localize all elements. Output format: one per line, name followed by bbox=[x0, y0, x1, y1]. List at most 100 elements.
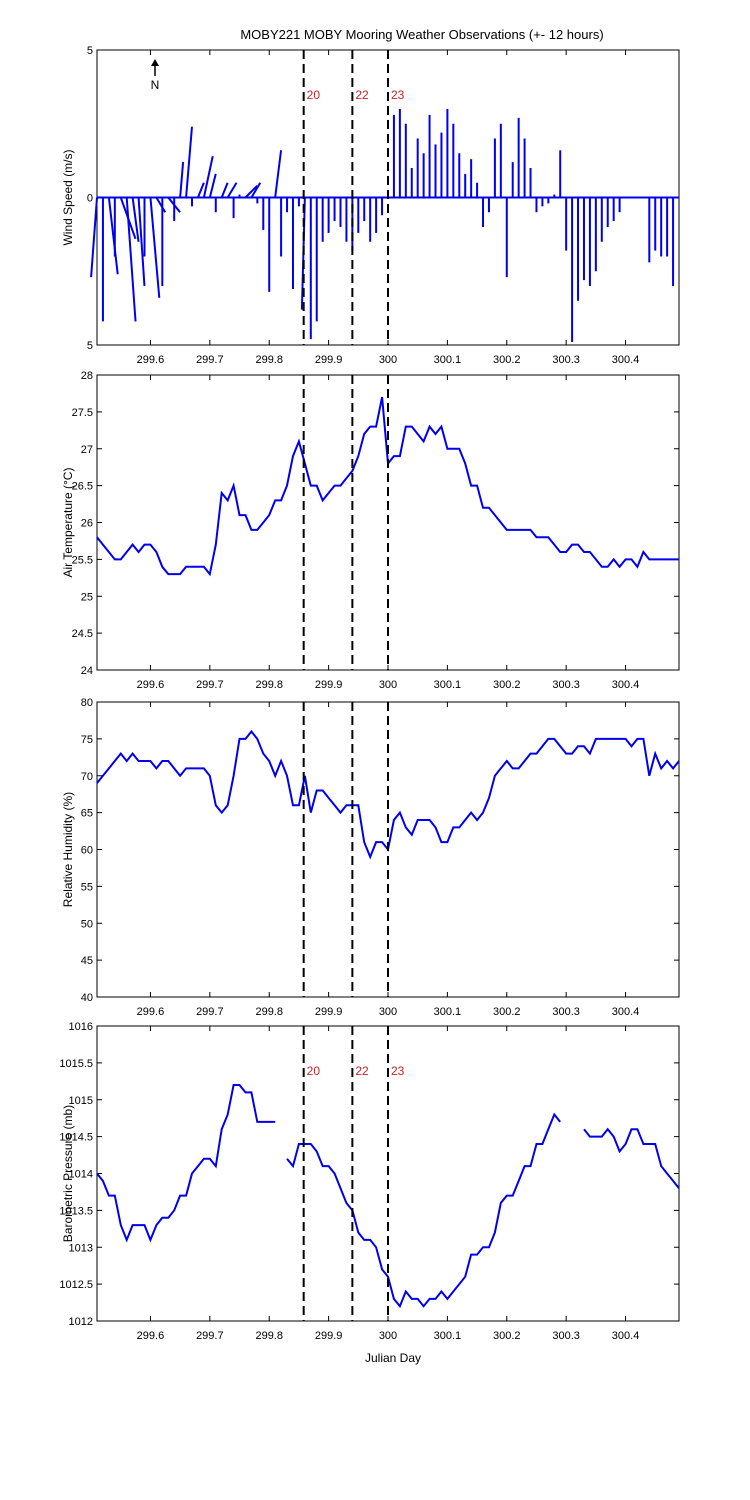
y-tick-label: 1012.5 bbox=[59, 1279, 93, 1291]
y-tick-label: 55 bbox=[81, 881, 93, 893]
y-tick-label: 1015.5 bbox=[59, 1058, 93, 1070]
x-tick-label: 300.2 bbox=[493, 1330, 521, 1342]
x-tick-label: 300 bbox=[379, 679, 397, 691]
wind-vector bbox=[274, 150, 283, 198]
x-tick-label: 299.7 bbox=[196, 354, 224, 366]
y-tick-label: 1013 bbox=[69, 1242, 93, 1254]
wind-vector bbox=[137, 197, 146, 287]
wind-vector bbox=[90, 197, 98, 278]
y-tick-label: 24 bbox=[81, 665, 93, 677]
y-tick-label: 80 bbox=[81, 697, 93, 709]
y-tick-label: 1014.5 bbox=[59, 1132, 93, 1144]
y-tick-label: 1014 bbox=[69, 1169, 93, 1181]
wind-vector bbox=[125, 197, 137, 322]
event-label: 20 bbox=[307, 88, 321, 102]
x-tick-label: 300.3 bbox=[552, 1006, 580, 1018]
x-tick-label: 299.8 bbox=[255, 354, 283, 366]
event-label: 23 bbox=[391, 88, 405, 102]
data-series-line bbox=[96, 1084, 276, 1243]
chart-panel-4: 299.6 299.7 299.8 299.9 300 300.1 300.2 300.3 30… bbox=[59, 1021, 680, 1342]
wind-vector bbox=[226, 182, 238, 199]
wind-vector bbox=[155, 196, 167, 213]
x-tick-label: 300 bbox=[379, 1006, 397, 1018]
x-tick-label: 300 bbox=[379, 1330, 397, 1342]
wind-vector bbox=[107, 197, 119, 275]
y-tick-label: 1012 bbox=[69, 1316, 93, 1328]
x-tick-label: 299.8 bbox=[255, 1330, 283, 1342]
y-tick-label: 26.5 bbox=[72, 481, 93, 493]
y-axis-label: Wind Speed (m/s) bbox=[61, 149, 75, 245]
event-label: 22 bbox=[355, 1064, 369, 1078]
data-series-line bbox=[583, 1127, 680, 1189]
wind-vector bbox=[250, 182, 262, 199]
x-tick-label: 300.2 bbox=[493, 1006, 521, 1018]
wind-vector bbox=[202, 155, 214, 198]
x-tick-label: 300.2 bbox=[493, 354, 521, 366]
y-tick-label: 1015 bbox=[69, 1095, 93, 1107]
y-tick-label: 27 bbox=[81, 444, 93, 456]
y-axis-label: Relative Humidity (%) bbox=[61, 792, 75, 907]
event-label: 23 bbox=[391, 1064, 405, 1078]
y-tick-label: 1013.5 bbox=[59, 1205, 93, 1217]
wind-vector bbox=[244, 184, 258, 199]
north-label: N bbox=[151, 78, 160, 92]
y-tick-label: 0 bbox=[87, 193, 93, 205]
x-tick-label: 300.1 bbox=[434, 1330, 462, 1342]
chart-panel-3: 299.6 299.7 299.8 299.9 300 300.1 300.2 300.3 30… bbox=[61, 697, 680, 1018]
y-tick-label: 5 bbox=[87, 45, 93, 57]
y-axis-label: Barometric Pressure (mb) bbox=[61, 1105, 75, 1242]
wind-vector bbox=[149, 197, 161, 298]
wind-vector bbox=[197, 182, 205, 198]
y-tick-label: 25 bbox=[81, 591, 93, 603]
x-tick-label: 300.1 bbox=[434, 354, 462, 366]
panels: 299.6 299.7 299.8 299.9 300 300.1 300.2 300.3 30… bbox=[59, 45, 680, 1342]
chart-panel-1: 299.6 299.7 299.8 299.9 300 300.1 300.2 300.3 30… bbox=[61, 45, 680, 366]
x-tick-label: 300.1 bbox=[434, 1006, 462, 1018]
y-tick-label: 25.5 bbox=[72, 554, 93, 566]
x-tick-label: 300.3 bbox=[552, 679, 580, 691]
event-label: 20 bbox=[307, 1064, 321, 1078]
wind-vector bbox=[179, 162, 185, 198]
y-tick-label: 24.5 bbox=[72, 628, 93, 640]
y-tick-label: 27.5 bbox=[72, 407, 93, 419]
y-tick-label: 1016 bbox=[69, 1021, 93, 1033]
north-arrow-head bbox=[151, 59, 159, 66]
x-axis-label: Julian Day bbox=[365, 1351, 421, 1365]
figure-title: MOBY221 MOBY Mooring Weather Observation… bbox=[240, 27, 603, 42]
x-tick-label: 300.4 bbox=[612, 679, 640, 691]
y-tick-label: 28 bbox=[81, 370, 93, 382]
y-axis-label: Air Temperature (°C) bbox=[61, 468, 75, 578]
y-tick-label: 26 bbox=[81, 518, 93, 530]
x-tick-label: 300.4 bbox=[612, 1006, 640, 1018]
wind-vector bbox=[220, 182, 229, 198]
y-tick-label: 5 bbox=[87, 340, 93, 352]
x-tick-label: 299.7 bbox=[196, 679, 224, 691]
x-tick-label: 300.4 bbox=[612, 354, 640, 366]
x-tick-label: 300.2 bbox=[493, 679, 521, 691]
y-tick-label: 40 bbox=[81, 992, 93, 1004]
y-tick-label: 45 bbox=[81, 955, 93, 967]
x-tick-label: 299.8 bbox=[255, 1006, 283, 1018]
y-tick-label: 50 bbox=[81, 918, 93, 930]
y-tick-label: 75 bbox=[81, 734, 93, 746]
x-tick-label: 299.6 bbox=[137, 679, 165, 691]
x-tick-label: 299.9 bbox=[315, 354, 343, 366]
y-tick-label: 60 bbox=[81, 845, 93, 857]
wind-vector bbox=[131, 197, 140, 242]
x-tick-label: 300.3 bbox=[552, 354, 580, 366]
event-label: 22 bbox=[355, 88, 369, 102]
x-tick-label: 300.4 bbox=[612, 1330, 640, 1342]
x-tick-label: 300.1 bbox=[434, 679, 462, 691]
y-tick-label: 70 bbox=[81, 771, 93, 783]
data-series-line bbox=[286, 1112, 561, 1309]
x-tick-label: 299.6 bbox=[137, 1330, 165, 1342]
y-tick-label: 65 bbox=[81, 808, 93, 820]
x-tick-label: 299.9 bbox=[315, 1006, 343, 1018]
x-tick-label: 299.9 bbox=[315, 1330, 343, 1342]
x-tick-label: 299.7 bbox=[196, 1006, 224, 1018]
x-tick-label: 299.6 bbox=[137, 1006, 165, 1018]
chart-panel-2: 299.6 299.7 299.8 299.9 300 300.1 300.2 300.3 30… bbox=[61, 370, 680, 691]
wind-vector bbox=[185, 126, 193, 198]
x-tick-label: 299.8 bbox=[255, 679, 283, 691]
